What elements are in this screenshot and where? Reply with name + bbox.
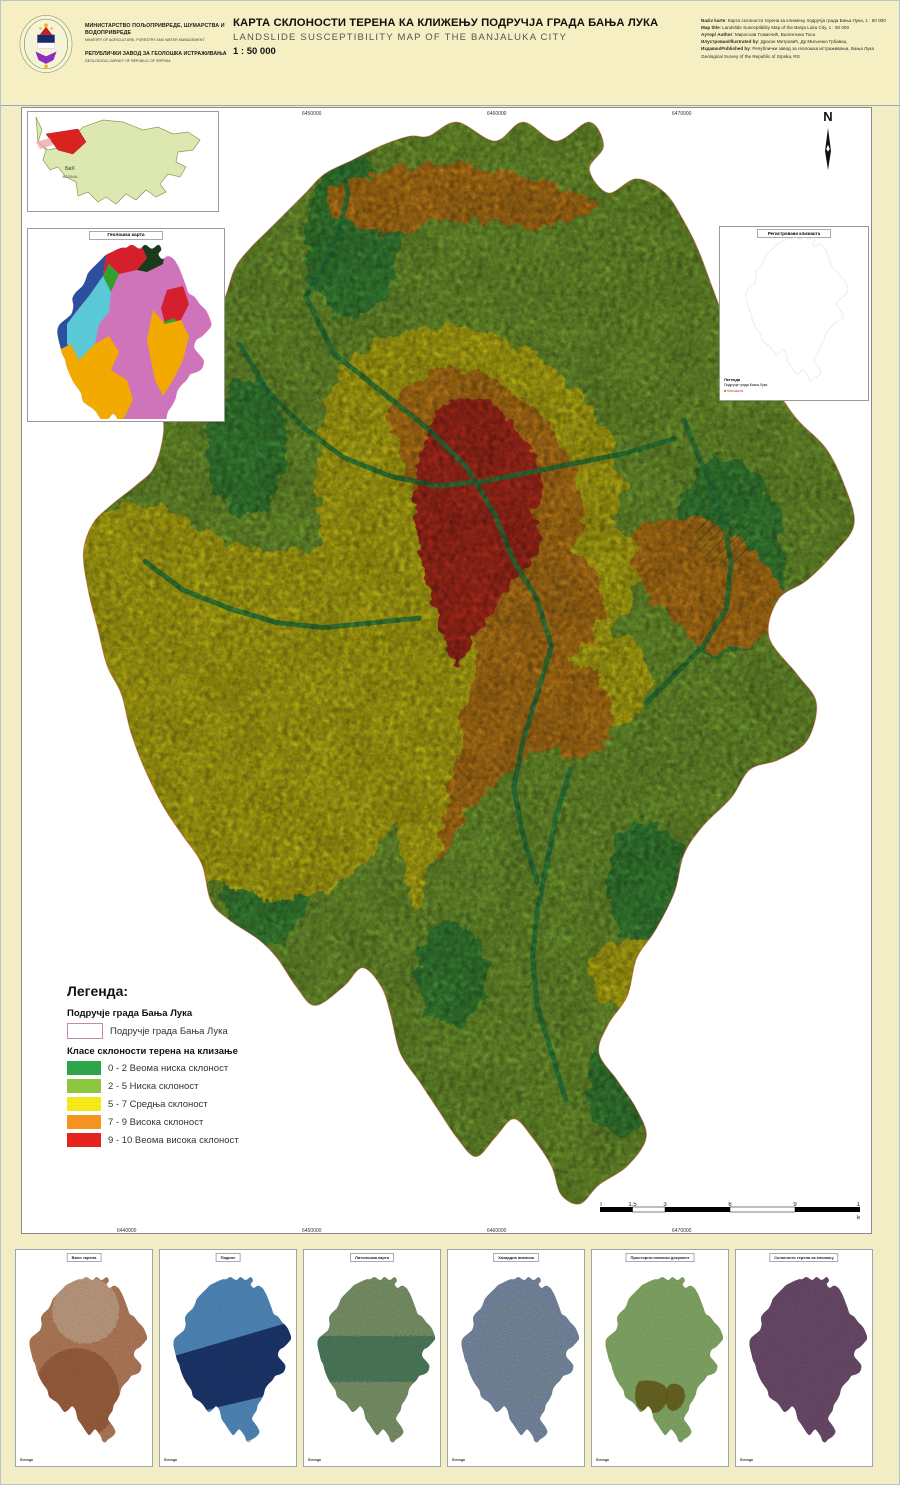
svg-text:km: km [857,1215,860,1221]
svg-text:1.5: 1.5 [628,1202,637,1208]
svg-text:BOSNIA: BOSNIA [62,174,77,179]
svg-text:12: 12 [857,1202,860,1208]
svg-text:БиХ: БиХ [65,166,75,172]
